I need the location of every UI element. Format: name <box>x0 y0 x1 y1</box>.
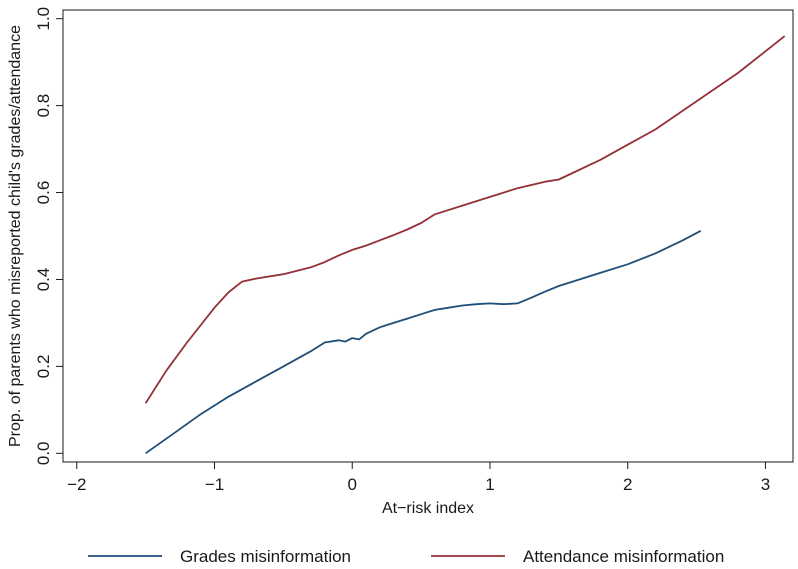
x-tick-label: 2 <box>623 475 632 494</box>
legend-label: Attendance misinformation <box>523 547 724 566</box>
x-tick-label: 3 <box>761 475 770 494</box>
x-tick-label: 1 <box>485 475 494 494</box>
y-tick-label: 0.0 <box>34 441 53 465</box>
series-line-grades <box>145 230 702 455</box>
plot-frame <box>62 9 794 463</box>
legend: Grades misinformation Attendance misinfor… <box>88 547 724 566</box>
x-axis-title: At−risk index <box>382 500 474 517</box>
y-tick-label: 1.0 <box>34 7 53 31</box>
y-axis: 0.0 0.2 0.4 0.6 0.8 1.0 <box>34 7 63 465</box>
series-lines <box>144 35 786 455</box>
x-axis: −2 −1 0 1 2 3 <box>67 462 770 494</box>
y-tick-label: 0.6 <box>34 181 53 205</box>
y-tick-label: 0.8 <box>34 94 53 118</box>
series-line-attendance <box>144 35 786 404</box>
legend-label: Grades misinformation <box>180 547 351 566</box>
x-tick-label: −1 <box>205 475 224 494</box>
y-tick-label: 0.2 <box>34 355 53 379</box>
y-axis-title: Prop. of parents who misreported child's… <box>7 25 24 447</box>
x-tick-label: −2 <box>67 475 86 494</box>
x-tick-label: 0 <box>348 475 357 494</box>
y-tick-label: 0.4 <box>34 268 53 292</box>
